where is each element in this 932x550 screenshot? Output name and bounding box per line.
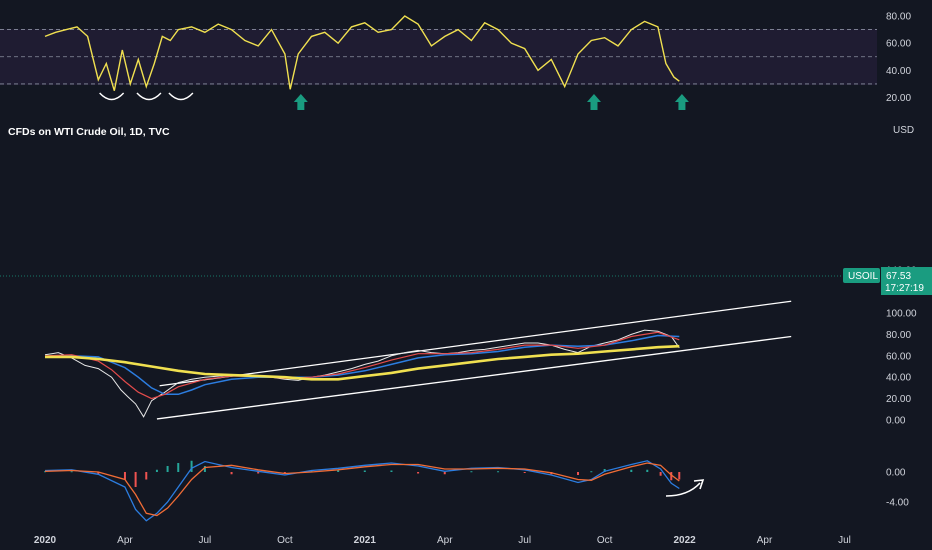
rsi-panel: 80.00 60.00 40.00 20.00 bbox=[0, 12, 911, 110]
macd-hist-bar-27 bbox=[630, 469, 633, 472]
x-tick-label-3: Oct bbox=[277, 535, 293, 546]
rsi-tick-label-3: 20.00 bbox=[886, 93, 911, 104]
macd-hist-bar-10 bbox=[203, 466, 206, 472]
rsi-y-axis: 80.00 60.00 40.00 20.00 bbox=[886, 12, 911, 105]
x-tick-label-10: Jul bbox=[838, 535, 851, 546]
up-arrow-0 bbox=[293, 94, 308, 110]
x-tick-label-8: 2022 bbox=[673, 535, 696, 546]
x-tick-label-7: Oct bbox=[597, 535, 613, 546]
macd-hist-bar-4 bbox=[134, 472, 137, 487]
macd-hist-bar-5 bbox=[145, 472, 148, 480]
currency-label: USD bbox=[893, 125, 914, 136]
channel-line-1 bbox=[156, 335, 792, 420]
macd-hist-bar-15 bbox=[337, 470, 340, 472]
macd-hist-bar-21 bbox=[497, 471, 500, 473]
rsi-band-lines bbox=[0, 29, 877, 85]
price-tick-label-4: 60.00 bbox=[886, 351, 911, 362]
macd-hist-bar-29 bbox=[659, 472, 662, 476]
macd-hist-bar-26 bbox=[603, 469, 606, 472]
ma-slow-line bbox=[45, 344, 680, 381]
macd-hist-bar-30 bbox=[670, 472, 673, 481]
chart-title: CFDs on WTI Crude Oil, 1D, TVC bbox=[8, 126, 170, 138]
symbol-tag bbox=[843, 268, 880, 283]
macd-hist-bar-0 bbox=[44, 471, 46, 473]
x-tick-label-0: 2020 bbox=[34, 535, 57, 546]
curved-arrow-annotation bbox=[665, 482, 701, 497]
macd-hist-bar-11 bbox=[230, 472, 233, 475]
x-tick-label-1: Apr bbox=[117, 535, 133, 546]
rsi-tick-label-2: 40.00 bbox=[886, 66, 911, 77]
x-tick-label-5: Apr bbox=[437, 535, 453, 546]
price-line bbox=[44, 329, 680, 418]
macd-hist-bar-19 bbox=[443, 472, 446, 475]
macd-signal-line bbox=[44, 462, 680, 517]
macd-hist-bar-20 bbox=[470, 471, 473, 473]
macd-hist-bar-24 bbox=[577, 472, 579, 475]
macd-hist-bar-8 bbox=[177, 463, 180, 472]
macd-hist-bar-22 bbox=[523, 472, 526, 473]
macd-hist-bar-9 bbox=[190, 460, 193, 472]
macd-panel: 0.00 -4.00 bbox=[44, 460, 909, 522]
price-tag-countdown: 17:27:19 bbox=[885, 283, 924, 294]
macd-hist-bar-12 bbox=[257, 472, 260, 474]
macd-hist-bar-17 bbox=[390, 470, 393, 472]
rsi-line bbox=[44, 15, 680, 91]
ma-fast-line bbox=[44, 331, 680, 400]
price-panel: CFDs on WTI Crude Oil, 1D, TVC 140.00120… bbox=[0, 125, 932, 427]
macd-hist-bar-6 bbox=[155, 469, 158, 472]
time-x-axis: 2020 Apr Jul Oct 2021 Apr Jul Oct 2022 Apr Jul bbox=[34, 535, 851, 546]
macd-hist-bar-25 bbox=[590, 471, 593, 473]
macd-hist-bar-18 bbox=[417, 472, 420, 474]
x-tick-label-2: Jul bbox=[199, 535, 212, 546]
x-tick-label-6: Jul bbox=[518, 535, 531, 546]
macd-hist-bar-28 bbox=[646, 469, 649, 472]
macd-hist-bar-7 bbox=[166, 466, 169, 472]
macd-hist-bar-1 bbox=[70, 471, 73, 473]
rsi-tick-label-0: 80.00 bbox=[886, 12, 911, 23]
macd-hist-bar-3 bbox=[123, 472, 126, 480]
symbol-tag-label: USOIL bbox=[848, 271, 878, 282]
channel-lines bbox=[156, 300, 792, 420]
macd-y-axis: 0.00 -4.00 bbox=[886, 468, 909, 509]
rsi-trough-arcs bbox=[99, 92, 194, 101]
price-tag-value: 67.53 bbox=[886, 271, 911, 282]
macd-hist-bar-13 bbox=[283, 472, 286, 474]
price-tick-label-2: 100.00 bbox=[886, 309, 917, 320]
macd-hist-bar-16 bbox=[363, 470, 366, 472]
up-arrow-2 bbox=[674, 94, 689, 110]
price-tick-label-6: 20.00 bbox=[886, 394, 911, 405]
price-tick-label-3: 80.00 bbox=[886, 330, 911, 341]
macd-hist-bar-2 bbox=[97, 472, 100, 475]
macd-histogram bbox=[44, 460, 681, 487]
macd-tick-label-1: -4.00 bbox=[886, 498, 909, 509]
price-tick-label-5: 40.00 bbox=[886, 373, 911, 384]
macd-hist-bar-14 bbox=[310, 470, 313, 472]
trough-arc-0 bbox=[99, 92, 125, 101]
rsi-arrows bbox=[293, 94, 689, 110]
rsi-tick-label-1: 60.00 bbox=[886, 39, 911, 50]
up-arrow-1 bbox=[586, 94, 601, 110]
price-tag bbox=[881, 267, 932, 295]
macd-hist-bar-31 bbox=[678, 472, 681, 480]
channel-line-0 bbox=[159, 300, 792, 387]
trough-arc-1 bbox=[136, 92, 162, 101]
price-tick-label-7: 0.00 bbox=[886, 416, 906, 427]
x-tick-label-4: 2021 bbox=[354, 535, 377, 546]
macd-tick-label-0: 0.00 bbox=[886, 468, 906, 479]
x-tick-label-9: Apr bbox=[757, 535, 773, 546]
macd-line bbox=[44, 460, 680, 522]
curved-arrow-head bbox=[693, 479, 705, 490]
trough-arc-2 bbox=[168, 92, 194, 101]
